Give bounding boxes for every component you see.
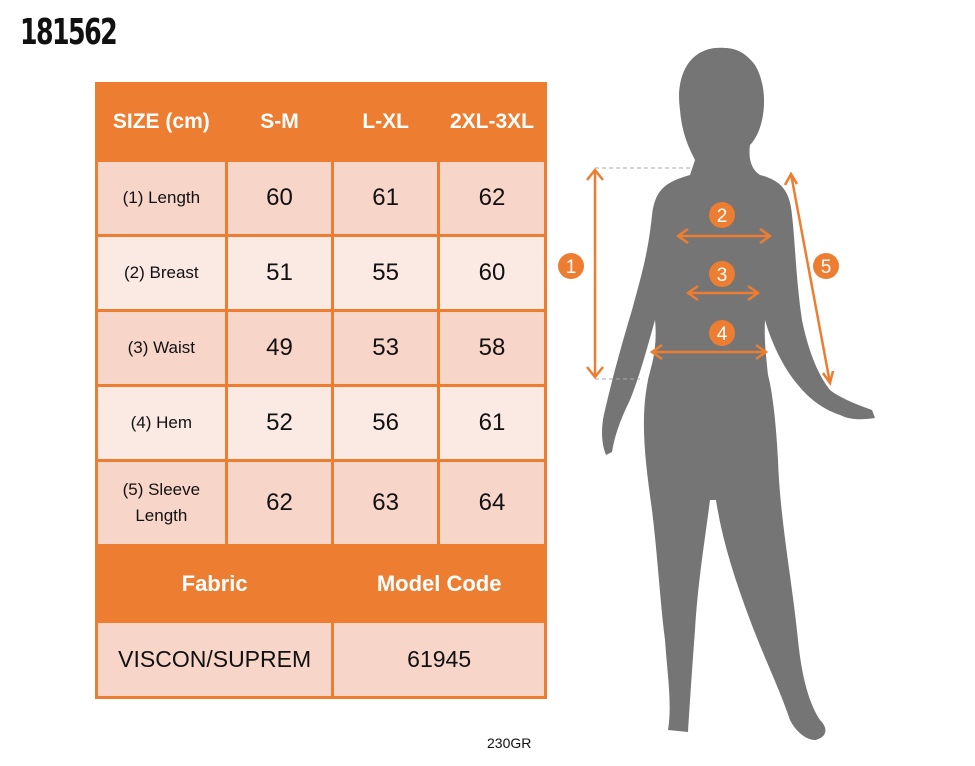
header-row: SIZE (cm) S-M L-XL 2XL-3XL [95, 82, 548, 162]
product-code: 181562 [20, 12, 118, 53]
table-row-hem: (4) Hem 52 56 61 [95, 384, 548, 462]
table-row-breast: (2) Breast 51 55 60 [95, 234, 548, 312]
fabric-label: Fabric [94, 544, 335, 623]
table-row-sleeve: (5) Sleeve Length 62 63 64 [95, 459, 548, 547]
marker-1-icon [558, 253, 584, 279]
cell: 58 [436, 309, 548, 387]
cell: 56 [331, 384, 440, 462]
marker-1-label: 1 [566, 257, 577, 278]
silhouette-icon [602, 47, 875, 741]
table-row-waist: (3) Waist 49 53 58 [95, 309, 548, 387]
table-row-length: (1) Length 60 61 62 [95, 159, 548, 237]
cell: 61 [436, 384, 548, 462]
row-label: (3) Waist [95, 309, 228, 387]
marker-3-label: 3 [717, 265, 728, 286]
cell: 62 [436, 159, 548, 237]
model-code-value: 61945 [331, 620, 547, 699]
model-code-label: Model Code [331, 544, 547, 623]
cell: 51 [224, 234, 335, 312]
fabric-header-row: Fabric Model Code [94, 544, 547, 623]
cell: 53 [331, 309, 440, 387]
marker-5-label: 5 [821, 257, 832, 278]
cell: 62 [224, 459, 335, 547]
size-table: SIZE (cm) S-M L-XL 2XL-3XL (1) Length 60… [94, 82, 548, 699]
marker-2-icon [709, 202, 735, 228]
cell: 60 [436, 234, 548, 312]
marker-3-icon [709, 261, 735, 287]
row-label: (2) Breast [95, 234, 228, 312]
marker-4-icon [709, 320, 735, 346]
row-label: (4) Hem [95, 384, 228, 462]
marker-4-label: 4 [717, 324, 728, 345]
measurement-arrows [586, 167, 835, 386]
header-2xl-3xl: 2XL-3XL [436, 82, 548, 162]
row-label: (1) Length [95, 159, 228, 237]
cell: 49 [224, 309, 335, 387]
body-silhouette-figure: 1 2 3 4 5 [558, 47, 875, 741]
marker-5-icon [813, 253, 839, 279]
marker-2-label: 2 [717, 206, 728, 227]
fabric-value-row: VISCON/SUPREM 61945 [94, 620, 547, 699]
cell: 61 [331, 159, 440, 237]
cell: 52 [224, 384, 335, 462]
fabric-value: VISCON/SUPREM [94, 620, 335, 699]
cell: 63 [331, 459, 440, 547]
row-label: (5) Sleeve Length [95, 459, 228, 547]
header-s-m: S-M [224, 82, 335, 162]
header-size: SIZE (cm) [95, 82, 228, 162]
cell: 60 [224, 159, 335, 237]
fabric-weight: 230GR [487, 735, 532, 751]
cell: 64 [436, 459, 548, 547]
cell: 55 [331, 234, 440, 312]
header-l-xl: L-XL [331, 82, 440, 162]
